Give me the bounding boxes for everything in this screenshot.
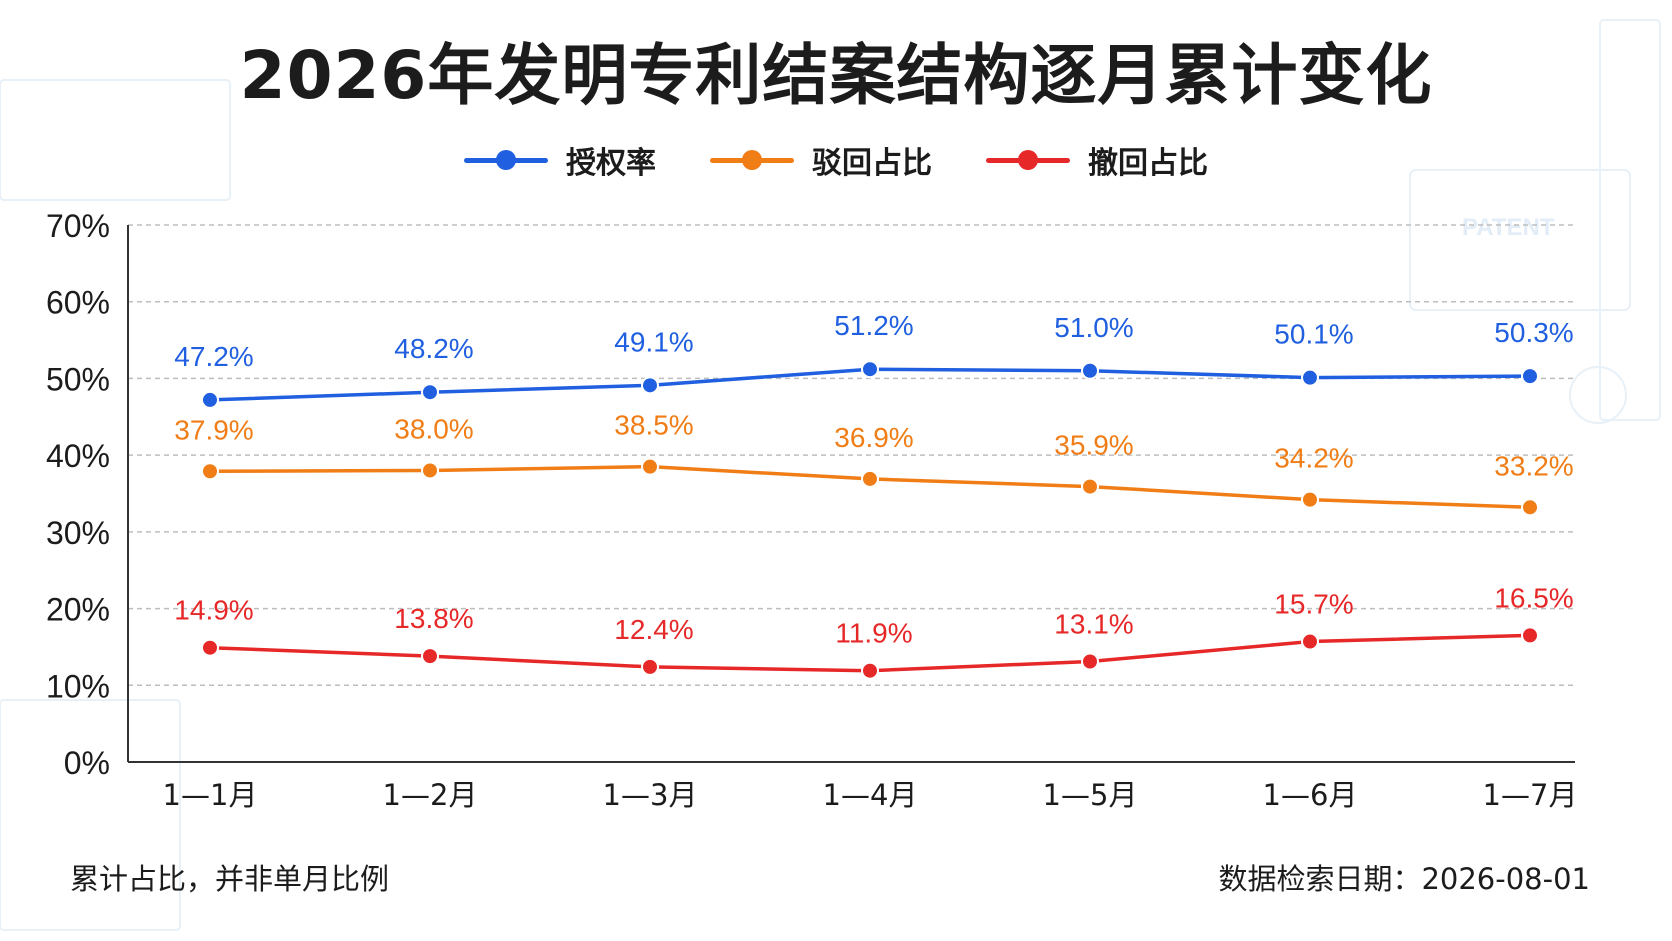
data-point (641, 457, 659, 476)
data-point (1521, 498, 1539, 517)
data-label: 33.2% (1494, 450, 1573, 481)
footnote-retrieval-date: 数据检索日期：2026-08-01 (1218, 862, 1590, 896)
data-label: 15.7% (1274, 589, 1353, 620)
data-label: 51.0% (1054, 312, 1133, 343)
data-label: 47.2% (174, 341, 253, 372)
data-point (861, 360, 879, 379)
data-label: 38.0% (394, 413, 473, 444)
footnote-cumulative-note: 累计占比，并非单月比例 (70, 862, 390, 896)
chart-title: 2026年发明专利结案结构逐月累计变化 (239, 37, 1433, 114)
x-tick-label: 1—6月 (1263, 778, 1358, 812)
data-label: 50.1% (1274, 319, 1353, 350)
x-tick-label: 1—2月 (383, 778, 478, 812)
legend-swatch-withdrawal-share (986, 146, 1070, 174)
y-tick-label: 50% (46, 361, 110, 397)
x-tick-label: 1—5月 (1043, 778, 1138, 812)
data-label: 50.3% (1494, 317, 1573, 348)
data-label: 13.8% (394, 603, 473, 634)
data-point (861, 469, 879, 488)
data-point (1301, 368, 1319, 387)
x-tick-label: 1—3月 (603, 778, 698, 812)
data-label: 48.2% (394, 333, 473, 364)
data-point (1301, 632, 1319, 651)
data-label: 11.9% (835, 618, 912, 649)
data-point (1081, 652, 1099, 671)
legend-swatch-grant-rate (464, 146, 548, 174)
data-label: 16.5% (1494, 582, 1573, 613)
y-tick-label: 20% (46, 592, 110, 628)
y-tick-label: 30% (46, 515, 110, 551)
data-label: 12.4% (614, 614, 693, 645)
data-point (1521, 367, 1539, 386)
data-point (861, 661, 879, 680)
y-tick-label: 0% (64, 745, 110, 781)
data-point (201, 390, 219, 409)
data-label: 34.2% (1274, 443, 1353, 474)
data-point (421, 383, 439, 402)
data-label: 37.9% (174, 414, 253, 445)
y-tick-label: 40% (46, 438, 110, 474)
data-point (641, 376, 659, 395)
data-point (641, 657, 659, 676)
data-point (421, 647, 439, 666)
data-point (201, 462, 219, 481)
data-point (1081, 477, 1099, 496)
y-tick-label: 10% (46, 668, 110, 704)
legend-label-rejection-share: 驳回占比 (812, 146, 932, 181)
legend-item-withdrawal-share: 撤回占比 (986, 138, 1208, 182)
legend-swatch-rejection-share (710, 146, 794, 174)
data-label: 38.5% (614, 410, 693, 441)
data-point (201, 638, 219, 657)
legend-label-grant-rate: 授权率 (566, 146, 656, 181)
x-tick-label: 1—7月 (1483, 778, 1578, 812)
legend: 授权率 驳回占比 撤回占比 (0, 138, 1672, 182)
legend-item-grant-rate: 授权率 (464, 138, 656, 182)
data-point (1081, 361, 1099, 380)
data-label: 13.1% (1054, 609, 1133, 640)
data-label: 51.2% (834, 310, 913, 341)
x-tick-label: 1—1月 (163, 778, 258, 812)
data-point (421, 461, 439, 480)
data-label: 36.9% (834, 422, 913, 453)
x-tick-label: 1—4月 (823, 778, 918, 812)
data-label: 35.9% (1054, 430, 1133, 461)
data-label: 14.9% (174, 595, 253, 626)
data-label: 49.1% (614, 326, 693, 357)
y-tick-label: 70% (46, 208, 110, 244)
legend-label-withdrawal-share: 撤回占比 (1088, 146, 1208, 181)
y-tick-label: 60% (46, 285, 110, 321)
legend-item-rejection-share: 驳回占比 (710, 138, 932, 182)
data-point (1301, 490, 1319, 509)
data-point (1521, 626, 1539, 645)
